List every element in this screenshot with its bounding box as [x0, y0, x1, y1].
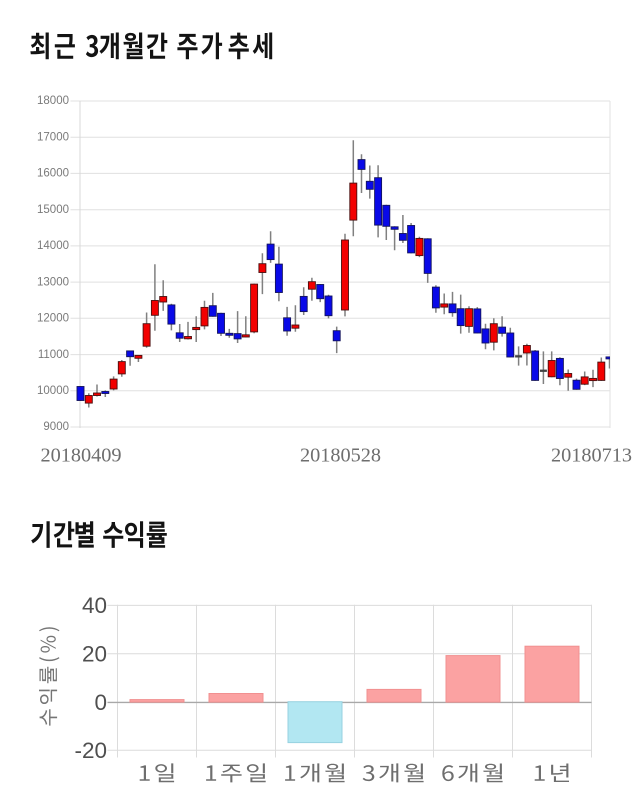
svg-text:-20: -20	[74, 738, 107, 763]
svg-text:20180528: 20180528	[300, 445, 381, 467]
svg-text:13000: 13000	[37, 276, 69, 288]
svg-text:12000: 12000	[37, 313, 69, 325]
svg-text:15000: 15000	[37, 204, 69, 216]
svg-text:14000: 14000	[37, 240, 69, 252]
svg-text:0: 0	[94, 690, 107, 715]
svg-text:20180713: 20180713	[551, 445, 632, 467]
svg-text:20180409: 20180409	[40, 445, 121, 467]
svg-text:17000: 17000	[37, 131, 69, 143]
svg-text:9000: 9000	[43, 421, 69, 433]
svg-text:40: 40	[82, 593, 107, 618]
svg-text:10000: 10000	[37, 385, 69, 397]
svg-text:11000: 11000	[38, 349, 69, 361]
svg-text:16000: 16000	[37, 168, 69, 180]
svg-text:18000: 18000	[37, 95, 69, 107]
svg-text:20: 20	[82, 642, 107, 667]
